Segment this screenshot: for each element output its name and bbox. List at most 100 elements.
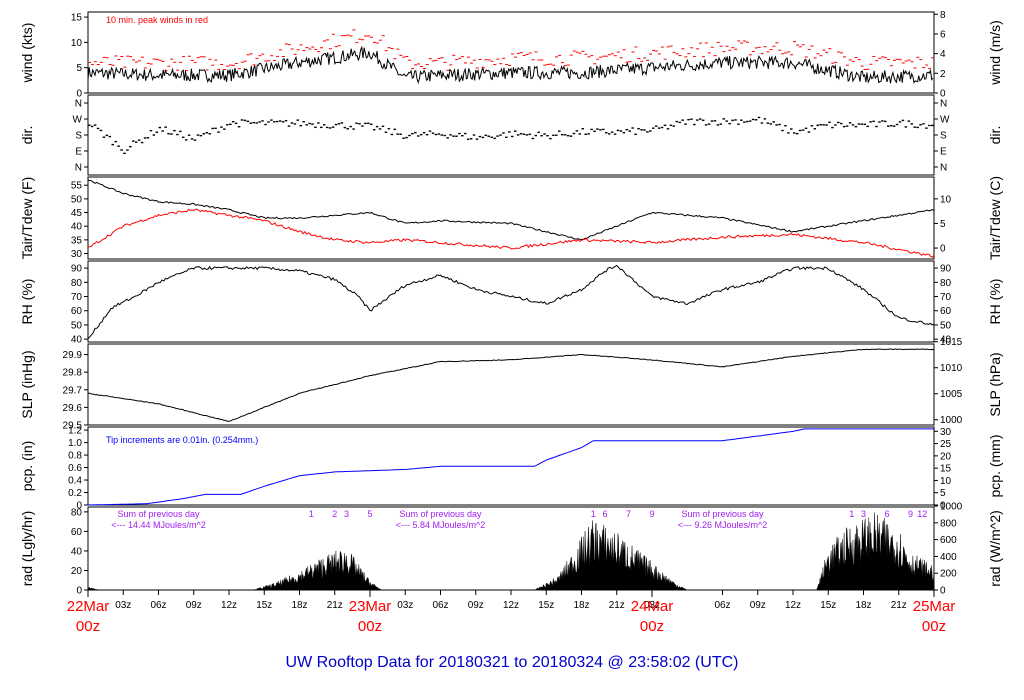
dir-point	[543, 133, 546, 135]
dir-point	[684, 123, 687, 125]
wind-peak-point	[364, 35, 368, 37]
dir-point	[132, 140, 135, 142]
dir-point	[640, 129, 643, 131]
dir-point	[869, 121, 872, 123]
dir-point	[437, 133, 441, 135]
wind-peak-point	[719, 45, 723, 47]
dir-point	[114, 140, 117, 143]
dir-point	[290, 122, 294, 124]
dir-point	[129, 145, 132, 148]
dir-point	[663, 124, 667, 127]
temp-tick-label-right: 10	[940, 194, 952, 205]
wind-peak-point	[252, 64, 256, 66]
wind-peak-point	[672, 51, 676, 53]
dir-point	[587, 133, 590, 135]
wind-peak-point	[892, 59, 896, 61]
wind-peak-point	[725, 45, 729, 47]
dir-point	[173, 129, 176, 132]
wind-peak-point	[895, 58, 899, 60]
x-tick-label: 18z	[291, 600, 307, 611]
rad-hour-marker: 3	[344, 509, 349, 519]
wind-peak-point	[234, 63, 238, 65]
dir-point	[193, 139, 197, 141]
dir-point	[270, 119, 273, 121]
dir-point	[472, 134, 476, 136]
x-tick-label: 12z	[221, 600, 237, 611]
dir-point	[328, 127, 332, 129]
temp-ylabel-left: Tair/Tdew (F)	[19, 177, 35, 259]
wind-peak-point	[907, 59, 911, 61]
wind-peak-point	[258, 55, 262, 57]
wind-peak-point	[540, 59, 544, 61]
wind-peak-point	[754, 47, 758, 49]
wind-peak-point	[619, 57, 623, 59]
wind-peak-point	[728, 49, 732, 51]
wind-peak-point	[434, 59, 438, 61]
dir-point	[666, 128, 670, 130]
dir-point	[111, 143, 114, 146]
dir-point	[237, 126, 241, 128]
rad-hour-marker: 2	[332, 509, 337, 519]
dir-point	[372, 129, 376, 131]
wind-peak-point	[534, 51, 538, 53]
dir-point	[496, 135, 499, 137]
wind-peak-point	[543, 64, 547, 66]
wind-peak-point	[863, 68, 867, 70]
dir-point	[464, 132, 467, 135]
dir-point	[907, 120, 911, 122]
dir-point	[840, 122, 843, 125]
wind-peak-point	[405, 55, 409, 57]
dir-point	[757, 116, 761, 119]
wind-peak-point	[184, 70, 188, 72]
dir-point	[399, 133, 402, 135]
dir-point	[669, 124, 673, 127]
wind-peak-point	[887, 59, 890, 61]
dir-point	[223, 128, 226, 130]
dir-point	[296, 119, 300, 121]
dir-point	[725, 120, 728, 122]
wind-peak-point	[675, 53, 679, 55]
slp-tick-label-left: 29.7	[63, 385, 83, 396]
wind-peak-point	[337, 45, 341, 47]
dir-point	[763, 118, 767, 120]
pcp-tick-label-right: 30	[940, 427, 952, 438]
wind-peak-point	[196, 57, 200, 59]
wind-peak-point	[569, 54, 573, 56]
dir-tick-label-left: N	[75, 99, 82, 110]
dir-point	[511, 135, 514, 138]
wind-peak-point	[704, 42, 708, 44]
dir-point	[813, 128, 817, 130]
dir-point	[405, 136, 408, 139]
wind-peak-point	[760, 53, 764, 55]
dir-point	[240, 119, 244, 121]
dir-point	[590, 128, 593, 131]
wind-peak-point	[378, 39, 382, 41]
rad-hour-marker: 7	[626, 509, 631, 519]
dir-point	[784, 125, 787, 127]
wind-peak-point	[528, 52, 532, 54]
x-axis: 03z 06z 09z 12z 15z 18z 21z 03z 06z 09z 12z 15z 18z 2…	[67, 590, 955, 635]
rad-hour-marker: 1	[849, 509, 854, 519]
wind-peak-point	[255, 57, 259, 59]
rad-tick-label-right: 0	[940, 586, 946, 597]
wind-peak-point	[284, 43, 288, 45]
wind-peak-point	[634, 46, 638, 48]
dir-point	[654, 125, 658, 127]
dir-point	[102, 136, 106, 138]
dir-point	[549, 137, 552, 140]
wind-peak-point	[105, 57, 109, 59]
wind-peak-point	[293, 53, 297, 55]
wind-peak-point	[772, 45, 776, 47]
wind-peak-point	[199, 56, 203, 58]
wind-tick-label-left: 5	[76, 63, 82, 74]
dir-point	[370, 123, 373, 126]
dir-point	[205, 131, 208, 134]
dir-point	[490, 136, 493, 138]
dir-point	[613, 133, 617, 135]
wind-peak-point	[701, 56, 705, 58]
wind-peak-point	[281, 56, 285, 58]
wind-peak-point	[616, 51, 620, 53]
wind-peak-point	[487, 59, 491, 61]
dir-point	[901, 119, 905, 122]
wind-peak-point	[831, 62, 835, 64]
